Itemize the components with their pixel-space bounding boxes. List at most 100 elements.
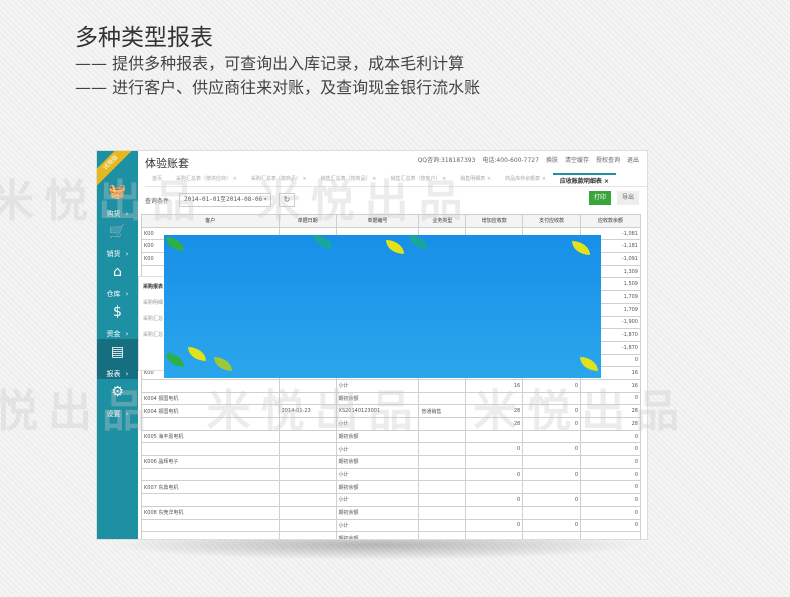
table-cell: 0 <box>580 442 641 457</box>
column-header: 单据日期 <box>278 214 337 228</box>
sidebar-item-5[interactable]: ⚙ 设置 › <box>97 379 138 419</box>
header-link[interactable]: 清空缓存 <box>564 157 589 164</box>
table-cell: 期初余额 <box>335 531 420 539</box>
table-cell <box>465 391 524 406</box>
table-cell <box>141 442 280 457</box>
tab[interactable]: 销售明细表 × <box>453 173 498 186</box>
close-icon[interactable]: × <box>486 176 492 182</box>
table-row: K006 晶辉电子 期初余额 0 <box>141 455 641 469</box>
tab-label: 首页 <box>152 176 163 182</box>
table-cell: 普通销售 <box>418 404 467 418</box>
submenu-item[interactable]: 采购报表 <box>143 284 164 290</box>
date-range-value: 2014-01-01至2014-08-06 <box>184 196 263 203</box>
table-cell: K008 东莞洋电机 <box>141 505 280 520</box>
close-icon[interactable]: × <box>442 176 447 182</box>
table-cell <box>278 480 337 495</box>
submenu-item[interactable]: 采购明细 <box>143 300 164 306</box>
tab[interactable]: 采购汇总表（按商品） × <box>244 173 314 186</box>
table-cell <box>141 518 280 533</box>
close-icon[interactable]: × <box>372 176 377 182</box>
table-cell <box>278 429 337 444</box>
tab[interactable]: 销售汇总表（按客户） × <box>383 173 453 186</box>
leaf-decoration <box>314 235 332 249</box>
table-cell: 0 <box>580 505 641 520</box>
table-row: 小计 0 0 0 <box>141 518 641 533</box>
sidebar-item-3[interactable]: $ 资金 › <box>97 299 138 339</box>
table-cell: 期初余额 <box>335 455 420 469</box>
table-cell: 小计 <box>335 378 420 393</box>
header-link: QQ咨询:318187393 <box>417 157 476 164</box>
table-cell <box>278 531 337 539</box>
app-window: 试用版 🧺 购货 › 🛒 销货 › ⌂ 仓库 › $ 资金 › ▤ 报表 › ⚙ 设置 › 体验账套 … <box>96 150 648 540</box>
table-cell: 0 <box>522 518 582 533</box>
table-cell: 2014-01-23 <box>278 404 337 418</box>
tab-label: 销售汇总表（按商品） <box>320 176 371 182</box>
table-cell <box>418 505 467 520</box>
table-cell <box>418 455 467 469</box>
chevron-right-icon: › <box>125 370 129 378</box>
sidebar-item-4[interactable]: ▤ 报表 › <box>97 339 138 379</box>
table-cell <box>278 417 337 431</box>
leaf-decoration <box>214 357 232 371</box>
header-link[interactable]: 换肤 <box>545 157 558 164</box>
table-cell <box>141 531 280 539</box>
column-header: 增加应收款 <box>465 214 524 228</box>
table-cell: 0 <box>580 391 641 406</box>
table-cell <box>465 429 524 444</box>
column-header: 单据编号 <box>335 214 420 228</box>
export-button[interactable]: 导出 <box>617 191 639 205</box>
blue-leaf-banner <box>164 235 601 378</box>
leaf-decoration <box>409 235 427 249</box>
print-button[interactable]: 打印 <box>589 191 611 205</box>
report-submenu: 采购报表 采购明细 采购汇总 采购汇总 <box>138 276 168 371</box>
table-cell <box>418 391 467 406</box>
table-row: 期初余额 <box>141 531 641 539</box>
header-link[interactable]: 退出 <box>626 157 639 164</box>
table-cell: K007 东鼎电机 <box>141 480 280 495</box>
table-cell: 0 <box>522 493 582 507</box>
close-icon[interactable]: × <box>232 176 237 182</box>
table-cell: XS20140123001 <box>335 404 420 418</box>
table-cell <box>465 455 524 469</box>
tab[interactable]: 首页 <box>145 173 169 186</box>
table-cell <box>278 378 337 393</box>
sidebar-item-label: 资金 <box>106 330 121 338</box>
table-cell: 0 <box>580 493 641 507</box>
header-link: 电话:400-600-7727 <box>482 157 539 164</box>
chevron-right-icon: › <box>125 330 129 338</box>
sidebar-item-label: 报表 <box>106 370 121 378</box>
refresh-button[interactable]: ↻ <box>279 193 295 207</box>
table-cell: 0 <box>522 467 582 482</box>
close-icon[interactable]: × <box>302 176 307 182</box>
table-cell: 28 <box>580 417 641 431</box>
submenu-item[interactable]: 采购汇总 <box>143 332 164 338</box>
table-cell <box>278 455 337 469</box>
table-cell: K004 振国电机 <box>141 391 280 406</box>
sidebar-item-2[interactable]: ⌂ 仓库 › <box>97 259 138 299</box>
table-row: 小计 28 0 28 <box>141 417 641 431</box>
submenu-item[interactable]: 采购汇总 <box>143 316 164 322</box>
chevron-right-icon: › <box>125 290 129 298</box>
dollar-icon: $ <box>113 304 122 320</box>
sidebar-item-1[interactable]: 🛒 销货 › <box>97 219 138 259</box>
close-icon[interactable]: × <box>541 176 546 182</box>
table-cell <box>278 391 337 406</box>
close-icon[interactable]: × <box>604 178 610 185</box>
table-row: K007 东鼎电机 期初余额 0 <box>141 480 641 495</box>
date-range-select[interactable]: 2014-01-01至2014-08-06 ▾ <box>179 193 271 207</box>
table-cell <box>522 455 582 469</box>
table-cell: 28 <box>465 417 524 431</box>
table-cell: 期初余额 <box>335 480 420 495</box>
table-cell <box>418 378 467 393</box>
sidebar-item-0[interactable]: 🧺 购货 › <box>97 179 138 219</box>
table-cell <box>141 467 280 482</box>
table-cell: 小计 <box>335 417 420 431</box>
tab[interactable]: 采购汇总表（按供应商） × <box>169 173 244 186</box>
table-cell <box>418 480 467 495</box>
tab[interactable]: 商品库存余额表 × <box>498 173 553 186</box>
tab[interactable]: 销售汇总表（按商品） × <box>314 173 384 186</box>
table-cell <box>418 531 467 539</box>
table-cell: 小计 <box>335 493 420 507</box>
tab[interactable]: 应收账款明细表 × <box>552 173 617 186</box>
header-link[interactable]: 授权查询 <box>595 157 620 164</box>
